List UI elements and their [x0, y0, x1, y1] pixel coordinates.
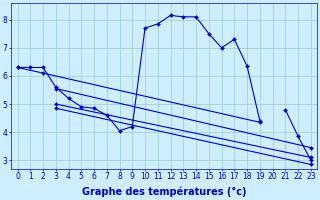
X-axis label: Graphe des températures (°c): Graphe des températures (°c) — [82, 187, 246, 197]
